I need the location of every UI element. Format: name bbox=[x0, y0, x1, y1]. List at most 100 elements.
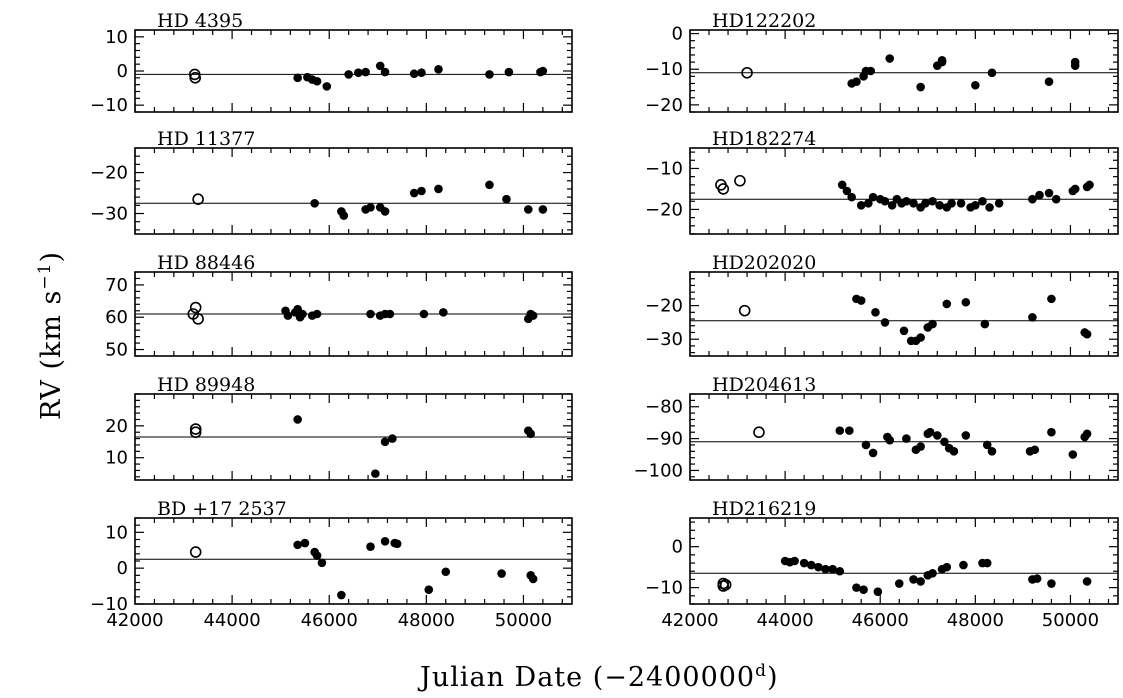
open-point bbox=[753, 426, 765, 439]
filled-point bbox=[799, 558, 809, 568]
filled-point bbox=[434, 184, 443, 194]
panel-frame bbox=[134, 147, 573, 235]
filled-point bbox=[994, 198, 1004, 208]
panel-4: 50 60 70 HD 88446 bbox=[105, 252, 573, 361]
filled-point bbox=[932, 431, 942, 440]
y-tick-label: −20 bbox=[645, 199, 683, 220]
filled-point bbox=[866, 66, 876, 76]
filled-point bbox=[1035, 190, 1044, 200]
panel-frame bbox=[689, 271, 1119, 357]
filled-point bbox=[961, 297, 971, 307]
filled-point bbox=[371, 469, 380, 478]
filled-point bbox=[439, 308, 448, 317]
open-point bbox=[719, 578, 732, 591]
filled-point bbox=[942, 299, 952, 309]
filled-point bbox=[312, 76, 322, 86]
x-axis-title-close: ) bbox=[767, 662, 779, 693]
open-point bbox=[189, 72, 202, 84]
filled-point bbox=[852, 583, 861, 592]
filled-point bbox=[982, 558, 992, 568]
y-tick-label: 10 bbox=[105, 27, 128, 48]
filled-point bbox=[916, 82, 925, 92]
filled-point bbox=[380, 207, 390, 216]
filled-point bbox=[885, 435, 895, 445]
filled-point bbox=[842, 186, 852, 196]
filled-point bbox=[293, 415, 302, 424]
filled-point bbox=[859, 585, 868, 594]
filled-point bbox=[1082, 429, 1092, 439]
panel-frame bbox=[689, 393, 1119, 481]
x-axis-title-text: Julian Date (−2400000 bbox=[417, 662, 755, 693]
x-tick-label: 50000 bbox=[1042, 610, 1099, 631]
panel-frame bbox=[134, 517, 573, 605]
filled-point bbox=[978, 196, 987, 206]
filled-point bbox=[1032, 574, 1042, 583]
y-tick-label: 0 bbox=[672, 24, 683, 45]
filled-point bbox=[940, 437, 949, 447]
filled-point bbox=[916, 442, 925, 451]
y-tick-label: 0 bbox=[672, 537, 683, 558]
panel-6: 10 20 HD 89948 bbox=[105, 374, 573, 481]
filled-point bbox=[1051, 194, 1061, 204]
filled-point bbox=[949, 447, 959, 456]
filled-point bbox=[1028, 313, 1037, 322]
filled-point bbox=[375, 61, 385, 71]
y-tick-label: 10 bbox=[105, 448, 128, 469]
filled-point bbox=[409, 188, 419, 198]
panel-title: HD202020 bbox=[712, 252, 816, 274]
filled-point bbox=[424, 585, 434, 594]
filled-point bbox=[956, 198, 966, 208]
filled-point bbox=[392, 539, 402, 549]
filled-point bbox=[434, 64, 443, 74]
filled-point bbox=[409, 69, 419, 79]
filled-point bbox=[971, 201, 980, 210]
filled-point bbox=[485, 70, 494, 79]
filled-point bbox=[942, 562, 952, 572]
open-point bbox=[741, 66, 753, 79]
y-tick-label: −10 bbox=[645, 578, 683, 599]
filled-point bbox=[1085, 180, 1094, 190]
filled-point bbox=[828, 564, 837, 574]
filled-point bbox=[538, 66, 548, 76]
filled-point bbox=[845, 426, 854, 435]
panel-title: BD +17 2537 bbox=[157, 498, 287, 520]
filled-point bbox=[485, 180, 494, 190]
filled-point bbox=[322, 82, 332, 91]
filled-point bbox=[283, 311, 293, 320]
filled-point bbox=[1044, 188, 1054, 198]
filled-point bbox=[339, 211, 349, 220]
x-tick-label: 48000 bbox=[398, 610, 455, 631]
open-point bbox=[189, 426, 202, 439]
y-tick-label: −90 bbox=[645, 429, 683, 450]
filled-point bbox=[864, 198, 873, 208]
y-tick-label: −10 bbox=[645, 59, 683, 80]
y-tick-label: −20 bbox=[645, 95, 683, 116]
filled-point bbox=[852, 77, 861, 86]
open-point bbox=[192, 313, 204, 325]
panel-5: −30 −20 HD202020 bbox=[645, 252, 1119, 357]
x-tick-label: 46000 bbox=[852, 610, 909, 631]
open-point bbox=[717, 183, 730, 195]
filled-point bbox=[835, 426, 845, 435]
filled-point bbox=[312, 309, 322, 319]
filled-point bbox=[985, 203, 994, 212]
filled-point bbox=[790, 556, 799, 566]
filled-point bbox=[293, 540, 302, 550]
x-tick-label: 44000 bbox=[203, 610, 260, 631]
filled-point bbox=[980, 319, 990, 329]
filled-point bbox=[1030, 445, 1040, 455]
open-point bbox=[189, 301, 202, 314]
filled-point bbox=[928, 319, 937, 329]
filled-point bbox=[902, 434, 911, 443]
filled-point bbox=[868, 192, 878, 202]
filled-point bbox=[868, 448, 878, 458]
filled-point bbox=[937, 57, 947, 67]
filled-point bbox=[502, 194, 511, 204]
filled-point bbox=[1082, 329, 1092, 339]
filled-point bbox=[504, 67, 514, 77]
filled-point bbox=[887, 201, 897, 210]
open-point bbox=[734, 174, 746, 187]
x-tick-label: 42000 bbox=[661, 610, 718, 631]
filled-point bbox=[366, 203, 375, 212]
